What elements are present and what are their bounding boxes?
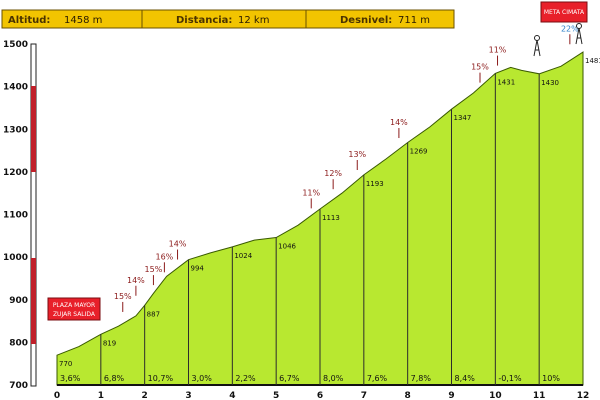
- gradient-marker-label: 22%: [561, 24, 579, 33]
- gradient-marker-label: 15%: [471, 63, 489, 72]
- altitude-label: 1113: [322, 214, 340, 222]
- start-sign: PLAZA MAYOR ZUJAR SALIDA: [47, 297, 101, 321]
- finish-sign-box: [540, 1, 588, 23]
- segment-gradient-label: 7,6%: [367, 374, 388, 383]
- altitude-labels: 770 819 887 994 1024 1046 1113 1193 1269 1347 1431…: [59, 57, 600, 368]
- altitude-label: 1193: [366, 180, 384, 188]
- start-sign-line2: ZUJAR SALIDA: [53, 311, 96, 318]
- gradient-marker-label: 13%: [348, 150, 366, 159]
- segment-gradient-label: 7,8%: [411, 374, 432, 383]
- gradient-marker-label: 14%: [169, 240, 187, 249]
- x-tick-label: 9: [448, 391, 454, 400]
- gradient-marker-label: 15%: [114, 292, 132, 301]
- altitude-label: 1269: [410, 147, 428, 155]
- x-tick-label: 5: [273, 391, 279, 400]
- gradient-markers: 15%14%15%16%14%11%12%13%14%15%11%22%: [114, 24, 579, 312]
- gain-value: 711 m: [398, 15, 430, 26]
- gain-label: Desnivel:: [340, 15, 392, 26]
- x-tick-label: 6: [317, 391, 323, 400]
- y-axis-accent-upper: [31, 86, 36, 172]
- altitude-value: 1458 m: [64, 15, 102, 26]
- altitude-label: 1024: [234, 252, 252, 260]
- start-sign-box: [47, 297, 101, 321]
- gradient-marker-label: 11%: [489, 46, 507, 55]
- segment-gradient-label: 8,0%: [323, 374, 344, 383]
- altitude-label: 1347: [454, 114, 472, 122]
- segment-gradient-label: 10%: [542, 374, 560, 383]
- segment-gradient-label: 2,2%: [235, 374, 256, 383]
- y-axis-bar: [30, 43, 37, 387]
- x-tick-label: 0: [54, 391, 60, 400]
- gradient-marker-label: 14%: [390, 118, 408, 127]
- gradient-marker-label: 16%: [156, 252, 174, 261]
- x-tick-label: 4: [229, 391, 235, 400]
- gradient-marker-label: 12%: [324, 169, 342, 178]
- antenna-icon: [575, 23, 583, 45]
- altitude-label: 887: [147, 310, 160, 318]
- gradient-marker-label: 11%: [302, 188, 320, 197]
- y-tick-label: 700: [9, 381, 28, 391]
- start-sign-line1: PLAZA MAYOR: [53, 302, 95, 309]
- gradient-marker-label: 15%: [145, 265, 163, 274]
- gain-box: [305, 9, 455, 29]
- y-tick-label: 1400: [3, 83, 28, 93]
- altitude-label: 770: [59, 360, 72, 368]
- altitude-label: 1431: [497, 78, 515, 86]
- y-tick-labels: 700 800 900 1000 1100 1200 1300 1400 1500: [3, 40, 28, 391]
- x-tick-labels: 0 1 2 3 4 5 6 7 8 9 10 11 12: [54, 391, 589, 400]
- y-tick-label: 1500: [3, 40, 28, 50]
- y-tick-label: 1100: [3, 211, 28, 221]
- y-tick-label: 1300: [3, 125, 28, 135]
- finish-sign-label: META CIMATA: [544, 9, 585, 16]
- distance-label: Distancia:: [176, 15, 232, 26]
- x-tick-label: 2: [142, 391, 148, 400]
- x-tick-label: 1: [98, 391, 104, 400]
- altitude-label: 1430: [541, 79, 559, 87]
- altitude-label: 1046: [278, 243, 296, 251]
- segment-gradients: 3,6% 6,8% 10,7% 3,0% 2,2% 6,7% 8,0% 7,6% 7,8% 8,4…: [60, 374, 560, 383]
- y-tick-label: 800: [9, 338, 28, 348]
- x-tick-label: 7: [361, 391, 367, 400]
- y-axis: [30, 43, 37, 387]
- segment-gradient-label: 3,6%: [60, 374, 81, 383]
- y-tick-label: 1000: [3, 253, 28, 263]
- y-tick-label: 900: [9, 296, 28, 306]
- gradient-marker-label: 14%: [127, 276, 145, 285]
- x-tick-label: 3: [185, 391, 191, 400]
- segment-gradient-label: 6,7%: [279, 374, 300, 383]
- x-tick-label: 11: [533, 391, 546, 400]
- x-tick-label: 10: [489, 391, 502, 400]
- altitude-label: 994: [191, 265, 205, 273]
- y-tick-label: 1200: [3, 168, 28, 178]
- altitude-label: 819: [103, 339, 116, 347]
- altitude-label: Altitud:: [8, 15, 50, 26]
- km-dividers: [100, 73, 540, 385]
- distance-value: 12 km: [238, 15, 269, 26]
- segment-gradient-label: -0,1%: [498, 374, 522, 383]
- segment-gradient-label: 6,8%: [104, 374, 125, 383]
- finish-sign: META CIMATA: [540, 1, 588, 23]
- antenna-icon: [533, 35, 541, 57]
- segment-gradient-label: 3,0%: [192, 374, 213, 383]
- header-bar: Altitud: 1458 m Distancia: 12 km Desnive…: [1, 9, 455, 29]
- x-tick-label: 12: [577, 391, 590, 400]
- segment-gradient-label: 8,4%: [455, 374, 476, 383]
- y-axis-accent-lower: [31, 258, 36, 344]
- x-tick-label: 8: [405, 391, 411, 400]
- segment-gradient-label: 10,7%: [148, 374, 174, 383]
